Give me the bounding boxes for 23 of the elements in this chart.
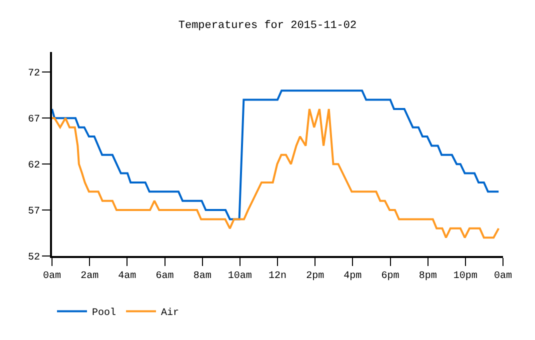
legend-label: Pool [92, 307, 116, 320]
y-tick-label: 67 [28, 114, 40, 126]
y-tick-label: 52 [28, 252, 40, 264]
line-series [52, 90, 500, 220]
x-tick-label: 0am [42, 271, 62, 282]
x-tick-label: 4pm [344, 271, 362, 282]
x-tick-label: 12n [268, 271, 287, 282]
legend-label: Air [161, 307, 180, 320]
y-tick-label: 62 [28, 160, 40, 172]
x-tick-label: 2pm [306, 271, 324, 282]
x-tick-label: 10am [228, 271, 252, 282]
y-tick-label: 72 [28, 68, 40, 80]
x-tick-label: 10pm [453, 271, 478, 282]
x-tick-label: 6am [156, 271, 174, 282]
line-series [52, 108, 500, 239]
x-tick-label: 2am [80, 271, 99, 282]
x-tick-label: 8am [193, 271, 212, 282]
x-tick-label: 8pm [418, 271, 437, 282]
x-tick-label: 4am [118, 271, 136, 282]
x-tick-label: 6pm [381, 271, 400, 282]
y-tick-label: 57 [28, 206, 40, 218]
chart-title: Temperatures for 2015-11-02 [178, 20, 357, 32]
x-tick-label: 0am [494, 271, 512, 282]
